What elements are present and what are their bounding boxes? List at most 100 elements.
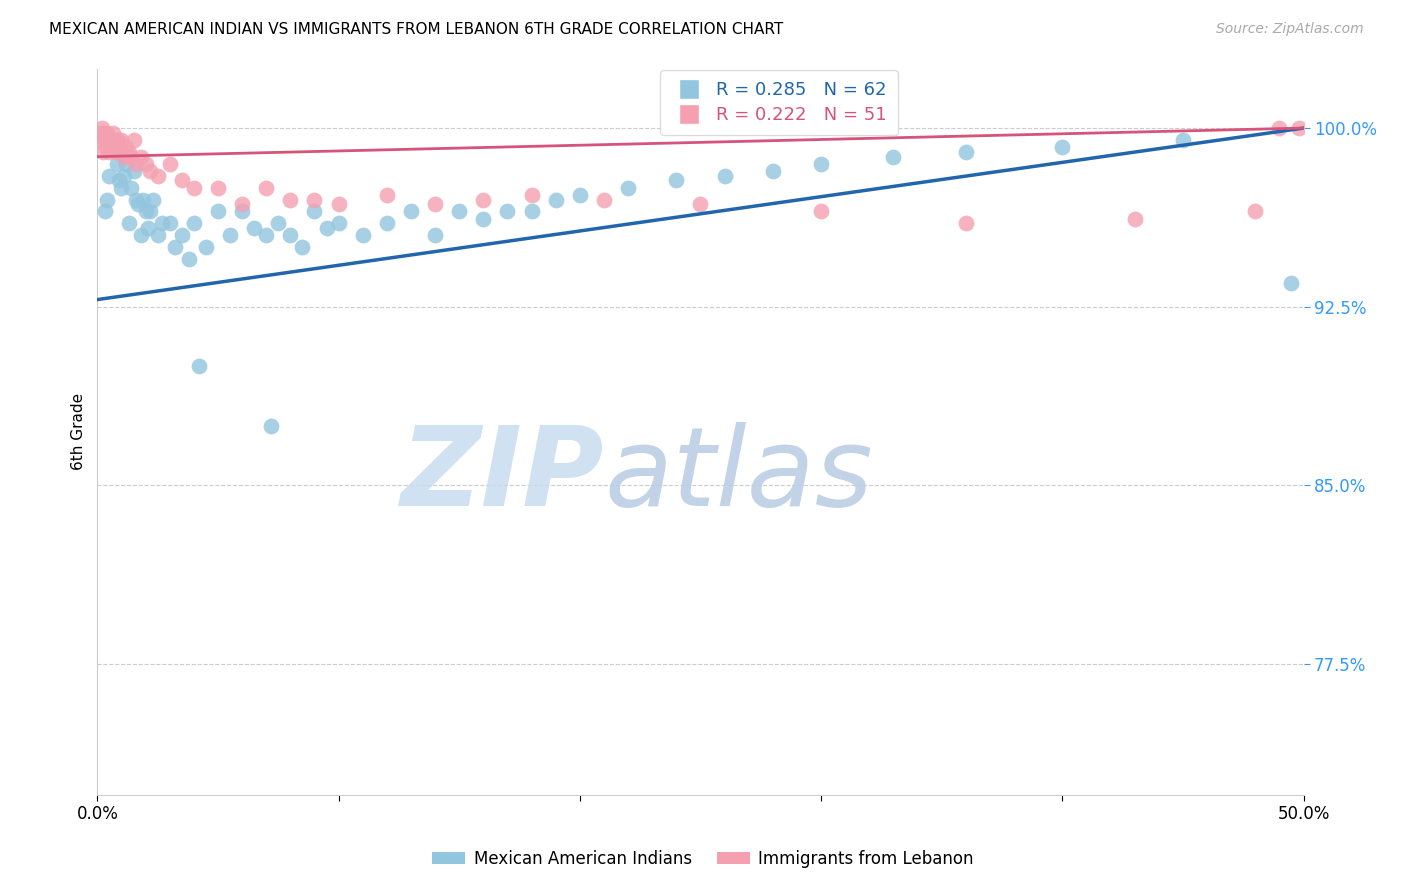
Point bbox=[108, 173, 131, 187]
Point bbox=[105, 145, 128, 159]
Point bbox=[328, 197, 350, 211]
Point bbox=[315, 221, 337, 235]
Point bbox=[375, 187, 398, 202]
Point bbox=[125, 193, 148, 207]
Point bbox=[125, 157, 148, 171]
Point bbox=[304, 204, 326, 219]
Point bbox=[101, 140, 124, 154]
Point bbox=[103, 133, 125, 147]
Point bbox=[100, 133, 122, 147]
Point bbox=[139, 164, 162, 178]
Point bbox=[955, 145, 977, 159]
Point bbox=[120, 180, 142, 194]
Point bbox=[183, 180, 205, 194]
Point bbox=[93, 133, 115, 147]
Point bbox=[101, 126, 124, 140]
Point bbox=[520, 204, 543, 219]
Point bbox=[159, 157, 181, 171]
Legend: R = 0.285   N = 62, R = 0.222   N = 51: R = 0.285 N = 62, R = 0.222 N = 51 bbox=[661, 70, 897, 136]
Point bbox=[94, 140, 117, 154]
Point bbox=[375, 216, 398, 230]
Point bbox=[399, 204, 422, 219]
Point bbox=[159, 216, 181, 230]
Point bbox=[1268, 121, 1291, 136]
Point bbox=[689, 197, 711, 211]
Point bbox=[91, 145, 114, 159]
Point bbox=[97, 133, 120, 147]
Legend: Mexican American Indians, Immigrants from Lebanon: Mexican American Indians, Immigrants fro… bbox=[426, 844, 980, 875]
Point bbox=[955, 216, 977, 230]
Point bbox=[243, 221, 266, 235]
Point bbox=[98, 169, 121, 183]
Point bbox=[120, 150, 142, 164]
Point bbox=[89, 133, 111, 147]
Point bbox=[110, 145, 132, 159]
Point bbox=[810, 204, 832, 219]
Point bbox=[91, 121, 114, 136]
Point bbox=[231, 197, 253, 211]
Point bbox=[194, 240, 217, 254]
Point bbox=[544, 193, 567, 207]
Point bbox=[107, 133, 129, 147]
Point bbox=[105, 157, 128, 171]
Point bbox=[122, 133, 145, 147]
Point bbox=[207, 180, 229, 194]
Point bbox=[110, 180, 132, 194]
Point bbox=[304, 193, 326, 207]
Point bbox=[108, 140, 131, 154]
Point bbox=[328, 216, 350, 230]
Point bbox=[1123, 211, 1146, 226]
Point bbox=[96, 193, 118, 207]
Point bbox=[187, 359, 209, 374]
Point bbox=[254, 228, 277, 243]
Text: Source: ZipAtlas.com: Source: ZipAtlas.com bbox=[1216, 22, 1364, 37]
Point bbox=[810, 157, 832, 171]
Point bbox=[593, 193, 616, 207]
Point bbox=[146, 228, 169, 243]
Point bbox=[665, 173, 688, 187]
Point bbox=[136, 221, 159, 235]
Point bbox=[96, 126, 118, 140]
Point bbox=[207, 204, 229, 219]
Point bbox=[1171, 133, 1194, 147]
Point bbox=[1288, 121, 1310, 136]
Point bbox=[713, 169, 735, 183]
Point bbox=[135, 157, 157, 171]
Point bbox=[132, 193, 155, 207]
Point bbox=[122, 164, 145, 178]
Point bbox=[170, 173, 193, 187]
Point bbox=[101, 140, 124, 154]
Point bbox=[115, 157, 138, 171]
Point bbox=[163, 240, 186, 254]
Text: atlas: atlas bbox=[605, 422, 873, 529]
Point bbox=[260, 418, 283, 433]
Point bbox=[254, 180, 277, 194]
Point bbox=[423, 197, 446, 211]
Point bbox=[118, 216, 141, 230]
Point bbox=[882, 150, 904, 164]
Point bbox=[496, 204, 519, 219]
Point bbox=[127, 197, 149, 211]
Point bbox=[115, 140, 138, 154]
Point bbox=[177, 252, 200, 266]
Point bbox=[110, 133, 132, 147]
Point bbox=[93, 126, 115, 140]
Point bbox=[152, 216, 174, 230]
Point bbox=[472, 211, 495, 226]
Point bbox=[568, 187, 591, 202]
Point bbox=[112, 150, 135, 164]
Point bbox=[267, 216, 290, 230]
Point bbox=[278, 228, 301, 243]
Point bbox=[762, 164, 785, 178]
Point bbox=[1244, 204, 1267, 219]
Text: MEXICAN AMERICAN INDIAN VS IMMIGRANTS FROM LEBANON 6TH GRADE CORRELATION CHART: MEXICAN AMERICAN INDIAN VS IMMIGRANTS FR… bbox=[49, 22, 783, 37]
Point bbox=[219, 228, 242, 243]
Point bbox=[135, 204, 157, 219]
Point bbox=[520, 187, 543, 202]
Point bbox=[352, 228, 374, 243]
Point bbox=[183, 216, 205, 230]
Point bbox=[449, 204, 471, 219]
Point bbox=[139, 204, 162, 219]
Point bbox=[1052, 140, 1074, 154]
Y-axis label: 6th Grade: 6th Grade bbox=[72, 393, 86, 470]
